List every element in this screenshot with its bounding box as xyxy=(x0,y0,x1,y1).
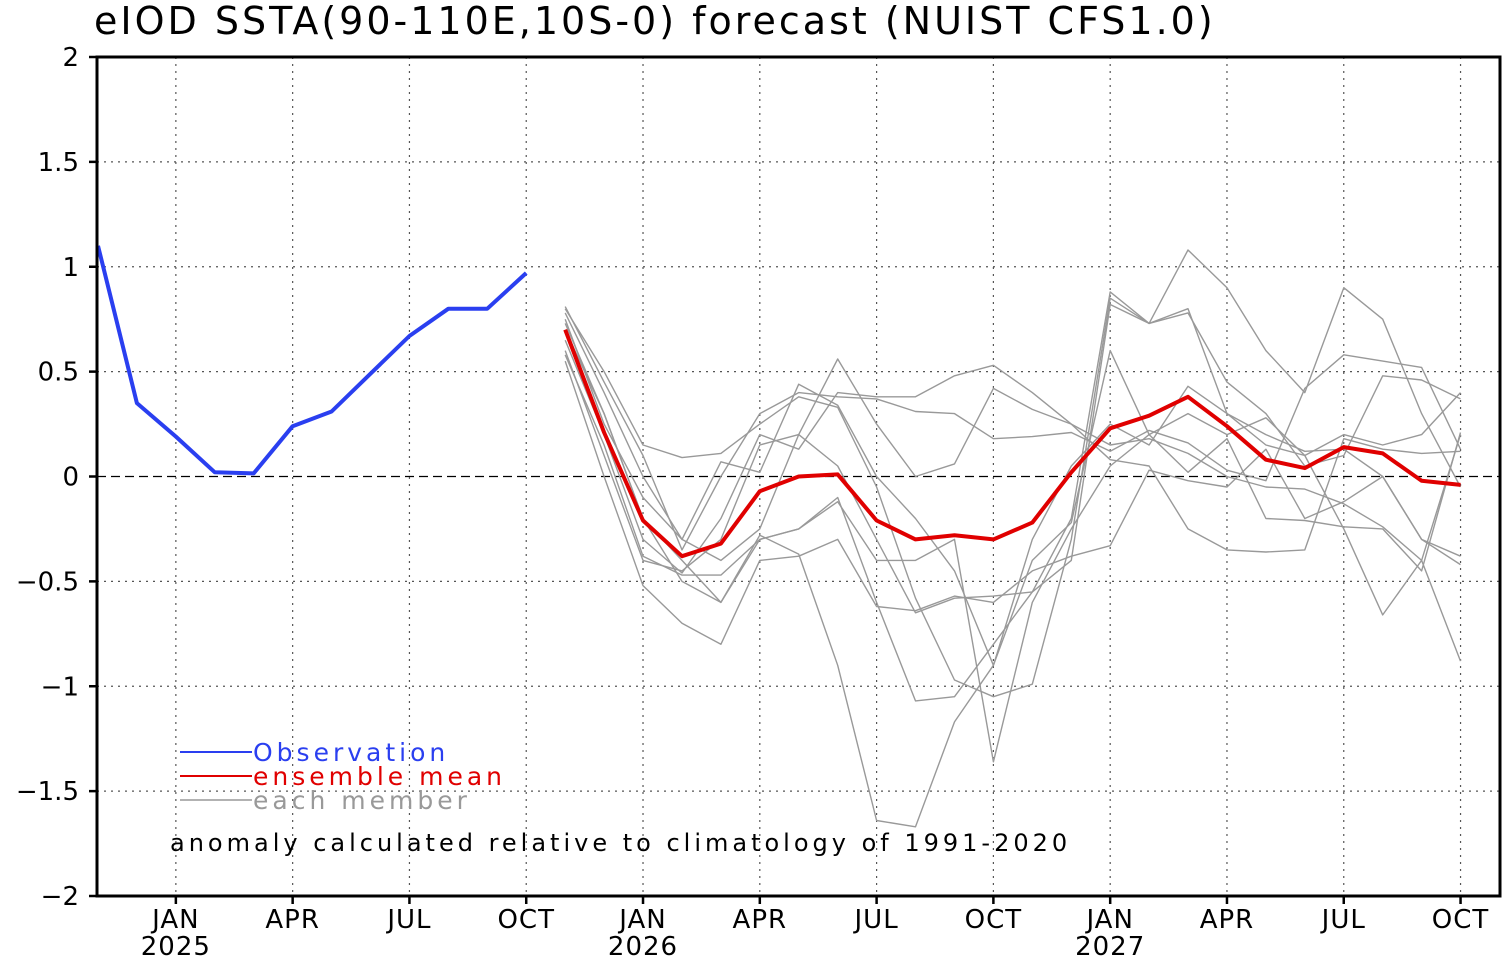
legend-label: Observation xyxy=(253,738,449,767)
y-axis: 2 1.5 1 0.5 0 −0.5 −1 −1.5 −2 xyxy=(16,43,97,912)
member-line xyxy=(564,339,1462,662)
member-line xyxy=(564,318,1461,666)
series-lines xyxy=(96,245,1461,559)
x-tick-label: JAN xyxy=(617,905,666,935)
member-line xyxy=(564,312,1461,562)
x-tick-label: APR xyxy=(265,905,320,935)
x-year-label: 2027 xyxy=(1075,932,1145,958)
y-tick-label: 0 xyxy=(62,463,79,493)
y-tick-label: 1 xyxy=(62,253,79,283)
chart-title: eIOD SSTA(90-110E,10S-0) forecast (NUIST… xyxy=(94,0,1216,43)
y-tick-label: −2 xyxy=(41,882,79,912)
x-tick-label: APR xyxy=(733,905,788,935)
x-tick-label: OCT xyxy=(1432,905,1490,935)
legend-label: each member xyxy=(253,786,471,815)
x-tick-label: APR xyxy=(1200,905,1255,935)
x-tick-label: JAN xyxy=(150,905,199,935)
x-tick-label: JUL xyxy=(385,905,431,935)
y-tick-label: −1 xyxy=(41,672,79,702)
member-line xyxy=(564,249,1462,702)
x-tick-label: JUL xyxy=(1320,905,1366,935)
member-line xyxy=(564,323,1462,828)
observation-line xyxy=(96,245,528,476)
y-tick-label: 0.5 xyxy=(38,358,79,388)
member-line xyxy=(564,354,1462,763)
x-tick-label: OCT xyxy=(965,905,1023,935)
member-lines xyxy=(564,249,1462,828)
x-year-label: 2026 xyxy=(608,932,678,958)
y-tick-label: 2 xyxy=(62,43,79,73)
x-year-label: 2025 xyxy=(141,932,211,958)
y-tick-label: 1.5 xyxy=(38,148,79,178)
member-line xyxy=(564,360,1461,645)
y-tick-label: −0.5 xyxy=(16,567,79,597)
y-tick-label: −1.5 xyxy=(16,777,79,807)
ensemble-mean-line xyxy=(563,328,1461,559)
x-tick-label: JUL xyxy=(853,905,899,935)
x-tick-label: JAN xyxy=(1084,905,1133,935)
climatology-note: anomaly calculated relative to climatolo… xyxy=(170,829,1071,857)
member-line xyxy=(564,297,1462,698)
member-line xyxy=(564,306,1462,551)
legend-label: ensemble mean xyxy=(253,762,506,791)
x-tick-label: OCT xyxy=(497,905,555,935)
